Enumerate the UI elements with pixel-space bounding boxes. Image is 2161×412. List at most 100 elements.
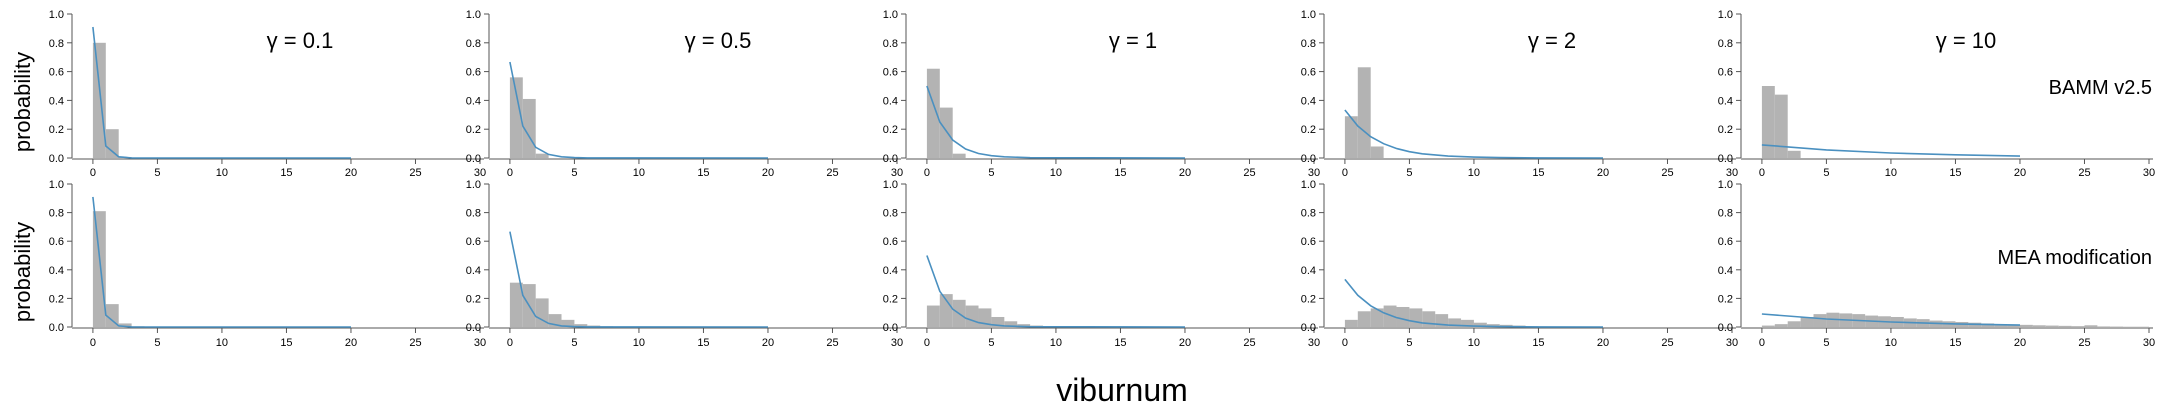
histogram-bar	[2097, 326, 2111, 327]
x-tick-label: 10	[1468, 337, 1480, 349]
histogram-bar	[1761, 325, 1775, 327]
x-tick-label: 20	[762, 167, 774, 179]
y-tick-label: 0.0	[883, 153, 898, 165]
x-tick-label: 20	[2014, 337, 2026, 349]
x-tick-label: 15	[697, 337, 709, 349]
x-tick-label: 0	[90, 337, 96, 349]
y-tick-label: 0.2	[1301, 293, 1316, 305]
x-tick-label: 25	[2078, 337, 2090, 349]
x-tick-label: 25	[409, 167, 421, 179]
y-tick-label: 1.0	[49, 9, 64, 21]
x-tick-label: 0	[1342, 337, 1348, 349]
x-tick-label: 30	[1726, 337, 1738, 349]
panels-group: 0.0 0.2 0.4 0.6 0.8 1.0 0 5 10 15 20 25 30 0.0 0.2 0.4 0…	[49, 9, 2155, 349]
histogram-bar	[965, 305, 979, 327]
histogram-bar	[939, 294, 953, 327]
x-tick-label: 20	[1179, 337, 1191, 349]
histogram-bar	[1761, 86, 1775, 158]
histogram-bar	[92, 42, 106, 158]
x-tick-label: 10	[1050, 337, 1062, 349]
x-tick-label: 25	[1243, 337, 1255, 349]
histogram-bar	[1370, 146, 1384, 158]
x-tick-label: 20	[1179, 167, 1191, 179]
y-tick-label: 0.8	[1718, 38, 1733, 50]
panel-r0c2: 0.0 0.2 0.4 0.6 0.8 1.0 0 5 10 15 20 25 30	[883, 9, 1320, 179]
row-label-bamm: BAMM v2.5	[2049, 77, 2152, 99]
panel-title-gamma-0-5: γ = 0.5	[685, 28, 752, 53]
histogram-bar	[2045, 325, 2059, 327]
y-tick-label: 0.2	[1301, 124, 1316, 136]
histogram-bar	[1473, 322, 1487, 327]
histogram-bar	[2032, 325, 2046, 327]
fitted-curve	[1761, 144, 2021, 157]
x-tick-label: 0	[507, 337, 513, 349]
fitted-curve	[926, 255, 1186, 328]
x-tick-label: 30	[1308, 167, 1320, 179]
panel-r0c1: 0.0 0.2 0.4 0.6 0.8 1.0 0 5 10 15 20 25 30	[466, 9, 903, 179]
x-tick-label: 20	[2014, 167, 2026, 179]
x-tick-label: 10	[216, 337, 228, 349]
panel-title-gamma-2: γ = 2	[1528, 28, 1576, 53]
y-tick-label: 0.2	[1718, 124, 1733, 136]
y-tick-label: 0.2	[466, 293, 481, 305]
histogram-bar	[1344, 319, 1358, 327]
x-tick-label: 10	[1468, 167, 1480, 179]
histogram-bar	[1994, 324, 2008, 327]
y-tick-label: 0.6	[883, 67, 898, 79]
histogram-bar	[939, 107, 953, 158]
x-tick-label: 30	[2143, 167, 2155, 179]
histogram-bar	[2058, 325, 2072, 327]
fitted-curve	[926, 85, 1186, 159]
panel-r1c2: 0.0 0.2 0.4 0.6 0.8 1.0 0 5 10 15 20 25 30	[883, 179, 1320, 349]
x-tick-label: 25	[409, 337, 421, 349]
y-tick-label: 0.6	[49, 236, 64, 248]
x-tick-label: 20	[762, 337, 774, 349]
y-tick-label: 0.8	[49, 208, 64, 220]
x-tick-label: 10	[1885, 167, 1897, 179]
x-tick-label: 30	[1726, 167, 1738, 179]
histogram-bar	[1370, 308, 1384, 327]
histogram-bar	[1396, 306, 1410, 327]
histogram-bar	[535, 298, 549, 327]
panel-r0c3: 0.0 0.2 0.4 0.6 0.8 1.0 0 5 10 15 20 25 30	[1301, 9, 1738, 179]
histogram-bar	[1357, 67, 1371, 158]
y-tick-label: 0.8	[1301, 38, 1316, 50]
x-tick-label: 30	[891, 167, 903, 179]
x-tick-label: 25	[826, 337, 838, 349]
x-tick-label: 5	[154, 337, 160, 349]
y-tick-label: 0.8	[466, 208, 481, 220]
y-tick-label: 1.0	[1301, 9, 1316, 21]
y-tick-label: 0.4	[466, 265, 481, 277]
fitted-curve	[1344, 278, 1604, 328]
y-tick-label: 1.0	[466, 9, 481, 21]
x-tick-label: 5	[988, 167, 994, 179]
y-tick-label: 0.4	[49, 95, 64, 107]
y-tick-label: 0.8	[466, 38, 481, 50]
y-tick-label: 0.8	[1718, 208, 1733, 220]
panel-r1c0: 0.0 0.2 0.4 0.6 0.8 1.0 0 5 10 15 20 25 30	[49, 179, 486, 349]
x-tick-label: 5	[1406, 167, 1412, 179]
x-tick-label: 5	[154, 167, 160, 179]
histogram-bar	[1787, 150, 1801, 158]
histogram-bar	[1774, 324, 1788, 327]
x-tick-label: 5	[1823, 337, 1829, 349]
x-tick-label: 25	[826, 167, 838, 179]
y-tick-label: 0.0	[49, 322, 64, 334]
histogram-bar	[105, 304, 119, 327]
x-tick-label: 30	[1308, 337, 1320, 349]
panel-r1c1: 0.0 0.2 0.4 0.6 0.8 1.0 0 5 10 15 20 25 30	[466, 179, 903, 349]
histogram-bar	[991, 316, 1005, 327]
histogram-bar	[1800, 316, 1814, 327]
fitted-curve	[1761, 313, 2021, 326]
x-tick-label: 0	[924, 167, 930, 179]
y-tick-label: 0.6	[49, 67, 64, 79]
x-tick-label: 5	[988, 337, 994, 349]
x-tick-label: 0	[1759, 337, 1765, 349]
y-tick-label: 1.0	[883, 179, 898, 191]
x-tick-label: 10	[1885, 337, 1897, 349]
histogram-bar	[1017, 324, 1031, 327]
histogram-bar	[1004, 321, 1018, 327]
x-tick-label: 30	[891, 337, 903, 349]
y-tick-label: 0.6	[466, 236, 481, 248]
